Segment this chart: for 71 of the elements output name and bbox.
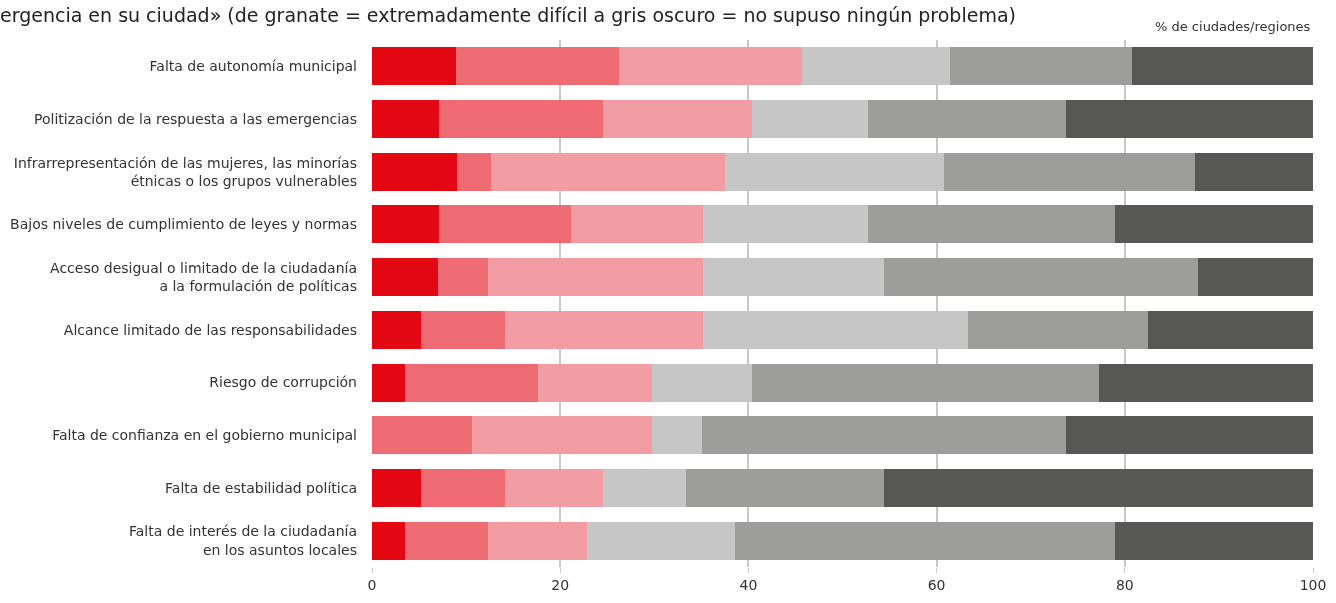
bar	[437, 258, 488, 297]
bar	[867, 100, 1067, 139]
bar	[603, 468, 687, 507]
bar	[420, 310, 505, 349]
y-tick-label: Falta de interés de la ciudadanía en los asuntos locales	[129, 523, 357, 558]
x-tick-label: 60	[927, 576, 946, 593]
bar	[372, 258, 438, 297]
bar	[404, 521, 488, 560]
y-tick-label: Politización de la respuesta a las emergencias	[34, 110, 357, 127]
x-tick-label: 40	[739, 576, 758, 593]
bar	[1195, 152, 1313, 191]
bar	[1115, 521, 1313, 560]
bar	[752, 363, 1100, 402]
bar	[487, 258, 704, 297]
bar	[504, 310, 704, 349]
bar	[735, 521, 1116, 560]
bar	[652, 416, 703, 455]
bar	[471, 416, 653, 455]
bar	[967, 310, 1149, 349]
text: % de ciudades/regiones	[1155, 19, 1311, 34]
bar	[420, 468, 505, 507]
bar	[883, 468, 1313, 507]
bar	[944, 152, 1196, 191]
bar	[487, 521, 587, 560]
bar	[490, 152, 725, 191]
bar	[619, 47, 803, 86]
bar	[537, 363, 653, 402]
bar	[1132, 47, 1313, 86]
bar	[586, 521, 736, 560]
y-tick-label: Falta de estabilidad política	[165, 479, 357, 496]
bar	[1115, 205, 1313, 244]
bar	[883, 258, 1199, 297]
bar	[372, 416, 472, 455]
y-tick-label: Infrarrepresentación de las mujeres, las minorías étnicas o los grupos vulnerables	[13, 154, 357, 189]
bar	[372, 468, 421, 507]
y-tick-label: Acceso desigual o limitado de la ciudadanía a la formulación de políticas	[50, 259, 357, 295]
bar	[438, 100, 604, 139]
y-tick-label: Riesgo de corrupción	[209, 374, 357, 391]
bar	[686, 468, 884, 507]
bar	[455, 47, 620, 86]
y-tick-label: Bajos niveles de cumplimiento de leyes y normas	[10, 216, 357, 233]
y-tick-label: Falta de autonomía municipal	[149, 58, 357, 75]
bar	[867, 205, 1116, 244]
x-tick-label: 0	[367, 576, 377, 593]
bar	[372, 363, 405, 402]
bar	[372, 47, 456, 86]
bar	[1198, 258, 1313, 297]
bar	[372, 152, 457, 191]
bar	[372, 521, 405, 560]
bar	[372, 205, 439, 244]
bar	[570, 205, 704, 244]
x-tick-label: 80	[1115, 576, 1134, 593]
bar	[504, 468, 604, 507]
bar	[1066, 100, 1313, 139]
bar	[404, 363, 538, 402]
bar	[949, 47, 1133, 86]
y-tick-label: Falta de confianza en el gobierno municipal	[52, 427, 357, 444]
bar	[702, 416, 1067, 455]
bar	[456, 152, 491, 191]
bar	[1099, 363, 1313, 402]
bar	[1148, 310, 1313, 349]
bar	[1066, 416, 1313, 455]
x-tick-label: 100	[1299, 576, 1327, 593]
chart-title: ergencia en su ciudad» (de granate = extremadamente difícil a gris oscuro = no supuso ningún problema)	[0, 4, 1016, 27]
bar	[372, 310, 421, 349]
bar	[752, 100, 868, 139]
bar	[603, 100, 753, 139]
y-tick-label: Alcance limitado de las responsabilidades	[63, 321, 357, 338]
bar	[372, 100, 439, 139]
x-tick-label: 20	[551, 576, 570, 593]
bar	[438, 205, 571, 244]
